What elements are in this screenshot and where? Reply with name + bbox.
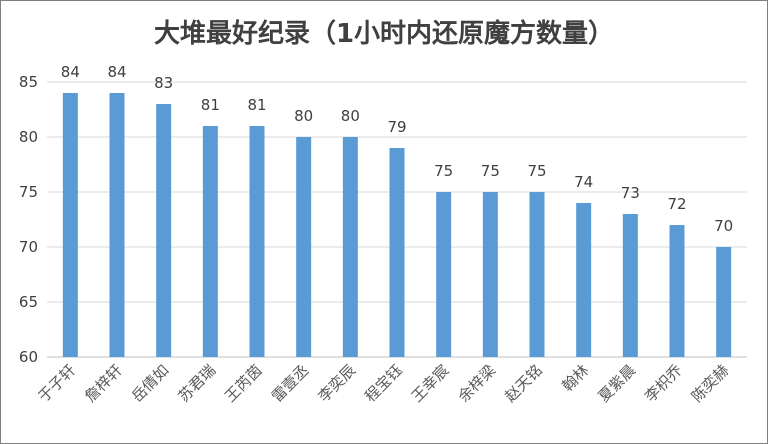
y-tick-label: 70 xyxy=(19,238,38,256)
x-category-label: 赵天铭 xyxy=(501,361,546,406)
y-tick-label: 80 xyxy=(19,128,38,146)
x-category-label: 苏君瑞 xyxy=(175,361,220,406)
chart-title: 大堆最好纪录（1小时内还原魔方数量） xyxy=(154,18,614,49)
data-label: 74 xyxy=(574,173,593,191)
data-label: 81 xyxy=(201,96,220,114)
data-label: 84 xyxy=(107,63,126,81)
x-category-label: 于子轩 xyxy=(35,361,80,406)
x-category-label: 夏紫晨 xyxy=(595,361,640,406)
data-label: 80 xyxy=(294,107,313,125)
data-label: 72 xyxy=(667,195,686,213)
bar xyxy=(716,247,732,357)
x-category-label: 雷壹丞 xyxy=(268,361,313,406)
x-category-label: 王芮茵 xyxy=(221,361,266,406)
x-category-label: 王幸宸 xyxy=(408,361,453,406)
bar xyxy=(202,126,218,357)
bar xyxy=(576,203,592,357)
x-category-label: 岳倩如 xyxy=(128,361,173,406)
bar xyxy=(389,148,405,357)
x-category-label: 程宝钰 xyxy=(361,361,406,406)
bar xyxy=(296,137,312,357)
bar xyxy=(622,214,638,357)
bar xyxy=(342,137,358,357)
x-category-label: 詹梓轩 xyxy=(81,361,126,406)
data-label: 75 xyxy=(434,162,453,180)
bar xyxy=(436,192,452,357)
bar xyxy=(669,225,685,357)
x-category-label: 余梓梁 xyxy=(455,361,500,406)
data-label: 75 xyxy=(481,162,500,180)
y-tick-label: 60 xyxy=(19,348,38,366)
data-label: 75 xyxy=(527,162,546,180)
bar xyxy=(62,93,78,357)
x-category-label: 翰林 xyxy=(559,361,593,395)
bar xyxy=(156,104,172,357)
data-label: 73 xyxy=(621,184,640,202)
data-label: 84 xyxy=(61,63,80,81)
data-label: 83 xyxy=(154,74,173,92)
data-label: 70 xyxy=(714,217,733,235)
bar xyxy=(529,192,545,357)
bar xyxy=(109,93,125,357)
data-label: 80 xyxy=(341,107,360,125)
data-label: 79 xyxy=(387,118,406,136)
bar xyxy=(482,192,498,357)
x-category-label: 李枳乔 xyxy=(641,361,686,406)
y-tick-label: 65 xyxy=(19,293,38,311)
x-category-label: 李奕辰 xyxy=(315,361,360,406)
data-label: 81 xyxy=(247,96,266,114)
y-tick-label: 75 xyxy=(19,183,38,201)
x-category-label: 陈奕赫 xyxy=(688,361,733,406)
bar xyxy=(249,126,265,357)
y-tick-label: 85 xyxy=(19,73,38,91)
